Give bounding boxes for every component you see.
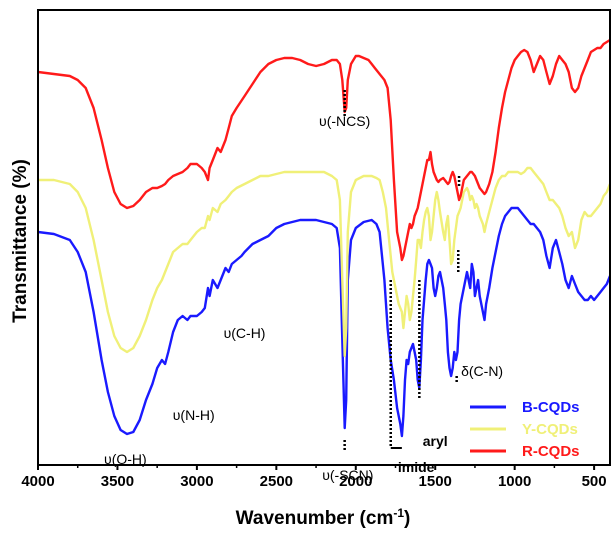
annotation-scn: υ(-SCN) — [322, 467, 373, 483]
x-axis-title-main: Wavenumber — [236, 508, 355, 529]
y-axis-title: Transmittance (%) — [10, 159, 31, 323]
guide-lines — [343, 90, 461, 452]
legend: B-CQDs Y-CQDs R-CQDs — [470, 399, 580, 460]
annotation-imide: imide — [398, 459, 435, 475]
x-tick-label: 3500 — [101, 473, 134, 490]
plot-area — [38, 38, 610, 438]
annotation-cn: δ(C-N) — [461, 363, 503, 379]
annotation-nh: υ(N-H) — [173, 407, 215, 423]
x-axis-title: Wavenumber (cm-1) — [236, 506, 411, 529]
plot-frame — [37, 9, 611, 466]
x-tick-label: 4000 — [21, 473, 54, 490]
annotation-aryl: aryl — [423, 433, 448, 449]
annotation-oh: υ(O-H) — [104, 451, 147, 467]
x-tick-label: 500 — [582, 473, 607, 490]
annotations: υ(-NCS) υ(O-H) υ(N-H) υ(C-H) υ(-SCN) imide ary… — [104, 113, 503, 483]
series-line-y-cqds — [38, 166, 610, 358]
legend-label-b-cqds: B-CQDs — [522, 399, 580, 416]
legend-label-y-cqds: Y-CQDs — [522, 421, 578, 438]
legend-label-r-cqds: R-CQDs — [522, 443, 580, 460]
x-tick-label: 3000 — [180, 473, 213, 490]
annotation-ch: υ(C-H) — [224, 325, 266, 341]
annotation-ncs: υ(-NCS) — [319, 113, 370, 129]
x-tick-label: 2000 — [339, 473, 372, 490]
axes: 4000 3500 3000 2500 2000 1500 1000 500 — [21, 9, 611, 490]
x-tick-label: 1500 — [419, 473, 452, 490]
x-axis-title-unit: cm — [366, 508, 393, 529]
series-line-r-cqds — [38, 38, 610, 262]
x-axis-title-unit-sup: -1 — [393, 506, 404, 520]
x-tick-label: 1000 — [498, 473, 531, 490]
x-tick-label: 2500 — [260, 473, 293, 490]
